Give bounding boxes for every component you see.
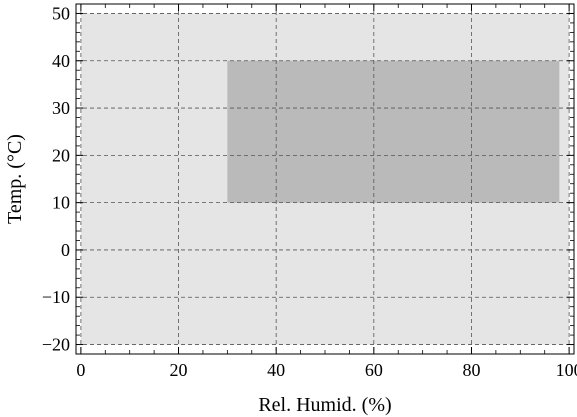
ticks-layer (76, 4, 574, 354)
x-tick-label: 100 (556, 360, 577, 380)
y-tick-label: 20 (52, 145, 70, 165)
operating-range-region (227, 60, 560, 203)
y-tick-label: 10 (52, 193, 70, 213)
y-tick-label: 30 (52, 98, 70, 118)
y-axis-label: Temp. (°C) (4, 134, 26, 224)
y-tick-label: 40 (52, 51, 70, 71)
x-tick-label: 60 (365, 360, 383, 380)
y-tick-label: 50 (52, 3, 70, 23)
grid-layer (76, 4, 574, 354)
x-tick-label: 0 (76, 360, 85, 380)
y-tick-label: −20 (42, 335, 70, 355)
regions-layer (80, 13, 570, 345)
x-axis-label: Rel. Humid. (%) (258, 394, 391, 416)
x-tick-label: 20 (170, 360, 188, 380)
y-tick-label: −10 (42, 287, 70, 307)
x-tick-label: 80 (462, 360, 480, 380)
y-tick-label: 0 (61, 240, 70, 260)
x-tick-label: 40 (267, 360, 285, 380)
tick-labels-layer: 0 20 40 60 80 100 −20 −10 0 10 20 30 40 50 (42, 3, 577, 380)
